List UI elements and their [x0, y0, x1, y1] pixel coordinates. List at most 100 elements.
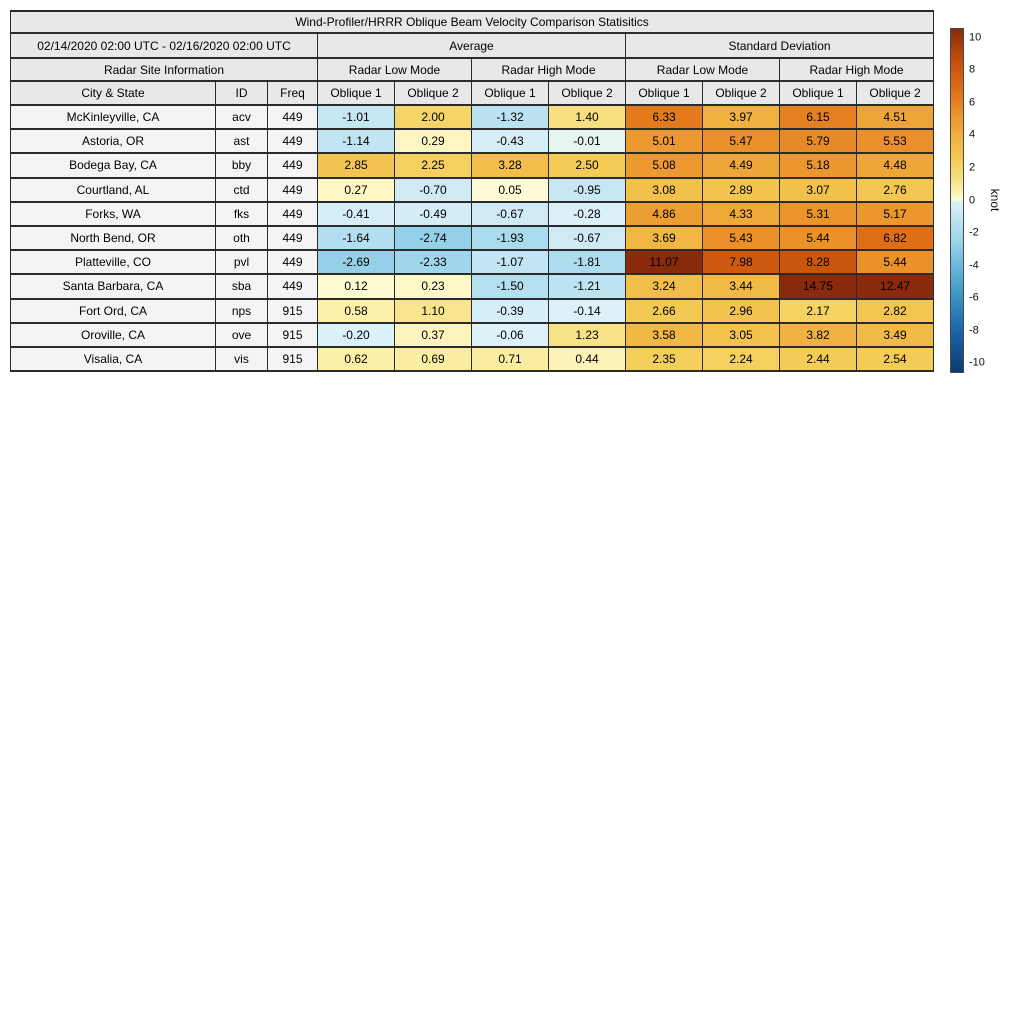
- city-cell: North Bend, OR: [10, 224, 216, 252]
- value-cell: 2.35: [625, 345, 703, 373]
- value-cell: 2.25: [394, 152, 472, 179]
- value-cell: 2.54: [855, 345, 935, 373]
- value-cell: -0.14: [548, 297, 626, 324]
- statistics-table: Wind-Profiler/HRRR Oblique Beam Velocity…: [9, 10, 935, 373]
- value-cell: 3.97: [702, 103, 780, 131]
- value-cell: 3.44: [702, 273, 780, 300]
- table-row: Forks, WA fks 449 -0.41 -0.49 -0.67 -0.28 4.86 4…: [10, 200, 935, 227]
- average-group-header: Average: [317, 32, 626, 59]
- value-cell: 4.48: [855, 152, 935, 179]
- value-cell: 2.50: [548, 152, 626, 179]
- table-row: McKinleyville, CA acv 449 -1.01 2.00 -1.32 1.4…: [10, 103, 935, 131]
- value-cell: -2.33: [394, 249, 472, 276]
- value-cell: 2.00: [394, 103, 472, 131]
- value-cell: 1.40: [548, 103, 626, 131]
- city-cell: Oroville, CA: [10, 321, 216, 348]
- site-id-cell: acv: [215, 103, 268, 131]
- value-cell: 6.15: [779, 103, 857, 131]
- table-title-row: Wind-Profiler/HRRR Oblique Beam Velocity…: [9, 10, 935, 34]
- value-cell: 0.05: [471, 176, 549, 203]
- value-cell: 4.51: [855, 103, 935, 131]
- value-cell: 5.08: [625, 152, 703, 179]
- value-cell: -0.28: [548, 200, 626, 227]
- city-cell: Astoria, OR: [10, 128, 216, 155]
- value-cell: 0.69: [394, 345, 472, 373]
- oblique-column-header: Oblique 1: [317, 80, 395, 106]
- value-cell: -0.67: [471, 200, 549, 227]
- value-cell: -0.20: [317, 321, 395, 348]
- mode-header-avg-low: Radar Low Mode: [317, 57, 472, 82]
- site-id-cell: oth: [215, 224, 268, 252]
- colorbar: 10 8 6 4 2 0 -2 -4 -6 -8 -10 knot: [950, 28, 1020, 373]
- value-cell: 2.76: [855, 176, 935, 203]
- table-row: Santa Barbara, CA sba 449 0.12 0.23 -1.50 -1.2…: [10, 273, 935, 300]
- table-row: Bodega Bay, CA bby 449 2.85 2.25 3.28 2.50 5.08…: [10, 152, 935, 179]
- freq-cell: 449: [267, 200, 318, 227]
- value-cell: 3.49: [855, 321, 935, 348]
- colorbar-tick-label: 0: [969, 194, 976, 206]
- oblique-column-header: Oblique 1: [471, 80, 549, 106]
- value-cell: 3.24: [625, 273, 703, 300]
- mode-header-std-low: Radar Low Mode: [625, 57, 780, 82]
- site-id-cell: bby: [215, 152, 268, 179]
- city-cell: Fort Ord, CA: [10, 297, 216, 324]
- value-cell: 4.49: [702, 152, 780, 179]
- value-cell: 5.44: [779, 224, 857, 252]
- value-cell: -1.64: [317, 224, 395, 252]
- oblique-column-header: Oblique 1: [779, 80, 857, 106]
- value-cell: 3.69: [625, 224, 703, 252]
- value-cell: 5.43: [702, 224, 780, 252]
- value-cell: -0.06: [471, 321, 549, 348]
- value-cell: 5.47: [702, 128, 780, 155]
- colorbar-tick-label: -8: [969, 324, 979, 337]
- city-state-column-header: City & State: [10, 80, 216, 106]
- value-cell: 3.82: [779, 321, 857, 348]
- site-id-cell: vis: [215, 345, 268, 373]
- value-cell: 2.24: [702, 345, 780, 373]
- value-cell: 0.29: [394, 128, 472, 155]
- value-cell: 5.17: [855, 200, 935, 227]
- oblique-column-header: Oblique 2: [702, 80, 780, 106]
- value-cell: 2.96: [702, 297, 780, 324]
- city-cell: McKinleyville, CA: [10, 103, 216, 131]
- value-cell: 0.71: [471, 345, 549, 373]
- colorbar-tick-label: -4: [969, 259, 979, 272]
- freq-cell: 449: [267, 152, 318, 179]
- city-cell: Santa Barbara, CA: [10, 273, 216, 300]
- value-cell: 2.85: [317, 152, 395, 179]
- value-cell: 6.33: [625, 103, 703, 131]
- value-cell: -0.70: [394, 176, 472, 203]
- site-id-cell: pvl: [215, 249, 268, 276]
- oblique-column-header: Oblique 2: [394, 80, 472, 106]
- colorbar-tick-label: -6: [969, 291, 979, 304]
- colorbar-tick-label: -10: [969, 356, 985, 369]
- value-cell: 3.58: [625, 321, 703, 348]
- mode-header-avg-high: Radar High Mode: [471, 57, 626, 82]
- value-cell: -1.14: [317, 128, 395, 155]
- table-row: North Bend, OR oth 449 -1.64 -2.74 -1.93 -0.67…: [10, 224, 935, 252]
- value-cell: -1.01: [317, 103, 395, 131]
- freq-cell: 449: [267, 103, 318, 131]
- site-id-cell: ove: [215, 321, 268, 348]
- value-cell: 5.01: [625, 128, 703, 155]
- freq-cell: 449: [267, 249, 318, 276]
- value-cell: -1.50: [471, 273, 549, 300]
- freq-cell: 449: [267, 224, 318, 252]
- value-cell: -0.41: [317, 200, 395, 227]
- table-row: Oroville, CA ove 915 -0.20 0.37 -0.06 1.23 3.58…: [10, 321, 935, 348]
- colorbar-tick-label: 8: [969, 63, 976, 76]
- value-cell: 2.17: [779, 297, 857, 324]
- value-cell: -2.74: [394, 224, 472, 252]
- site-id-cell: fks: [215, 200, 268, 227]
- value-cell: 5.18: [779, 152, 857, 179]
- value-cell: 2.82: [855, 297, 935, 324]
- value-cell: 12.47: [855, 273, 935, 300]
- table-row: Courtland, AL ctd 449 0.27 -0.70 0.05 -0.95 3.0…: [10, 176, 935, 203]
- city-cell: Courtland, AL: [10, 176, 216, 203]
- value-cell: 5.44: [855, 249, 935, 276]
- std-deviation-group-header: Standard Deviation: [624, 32, 935, 59]
- colorbar-tick-label: 6: [969, 96, 976, 109]
- date-range-header: 02/14/2020 02:00 UTC - 02/16/2020 02:00 …: [10, 32, 318, 59]
- colorbar-tick-label: 10: [969, 31, 982, 44]
